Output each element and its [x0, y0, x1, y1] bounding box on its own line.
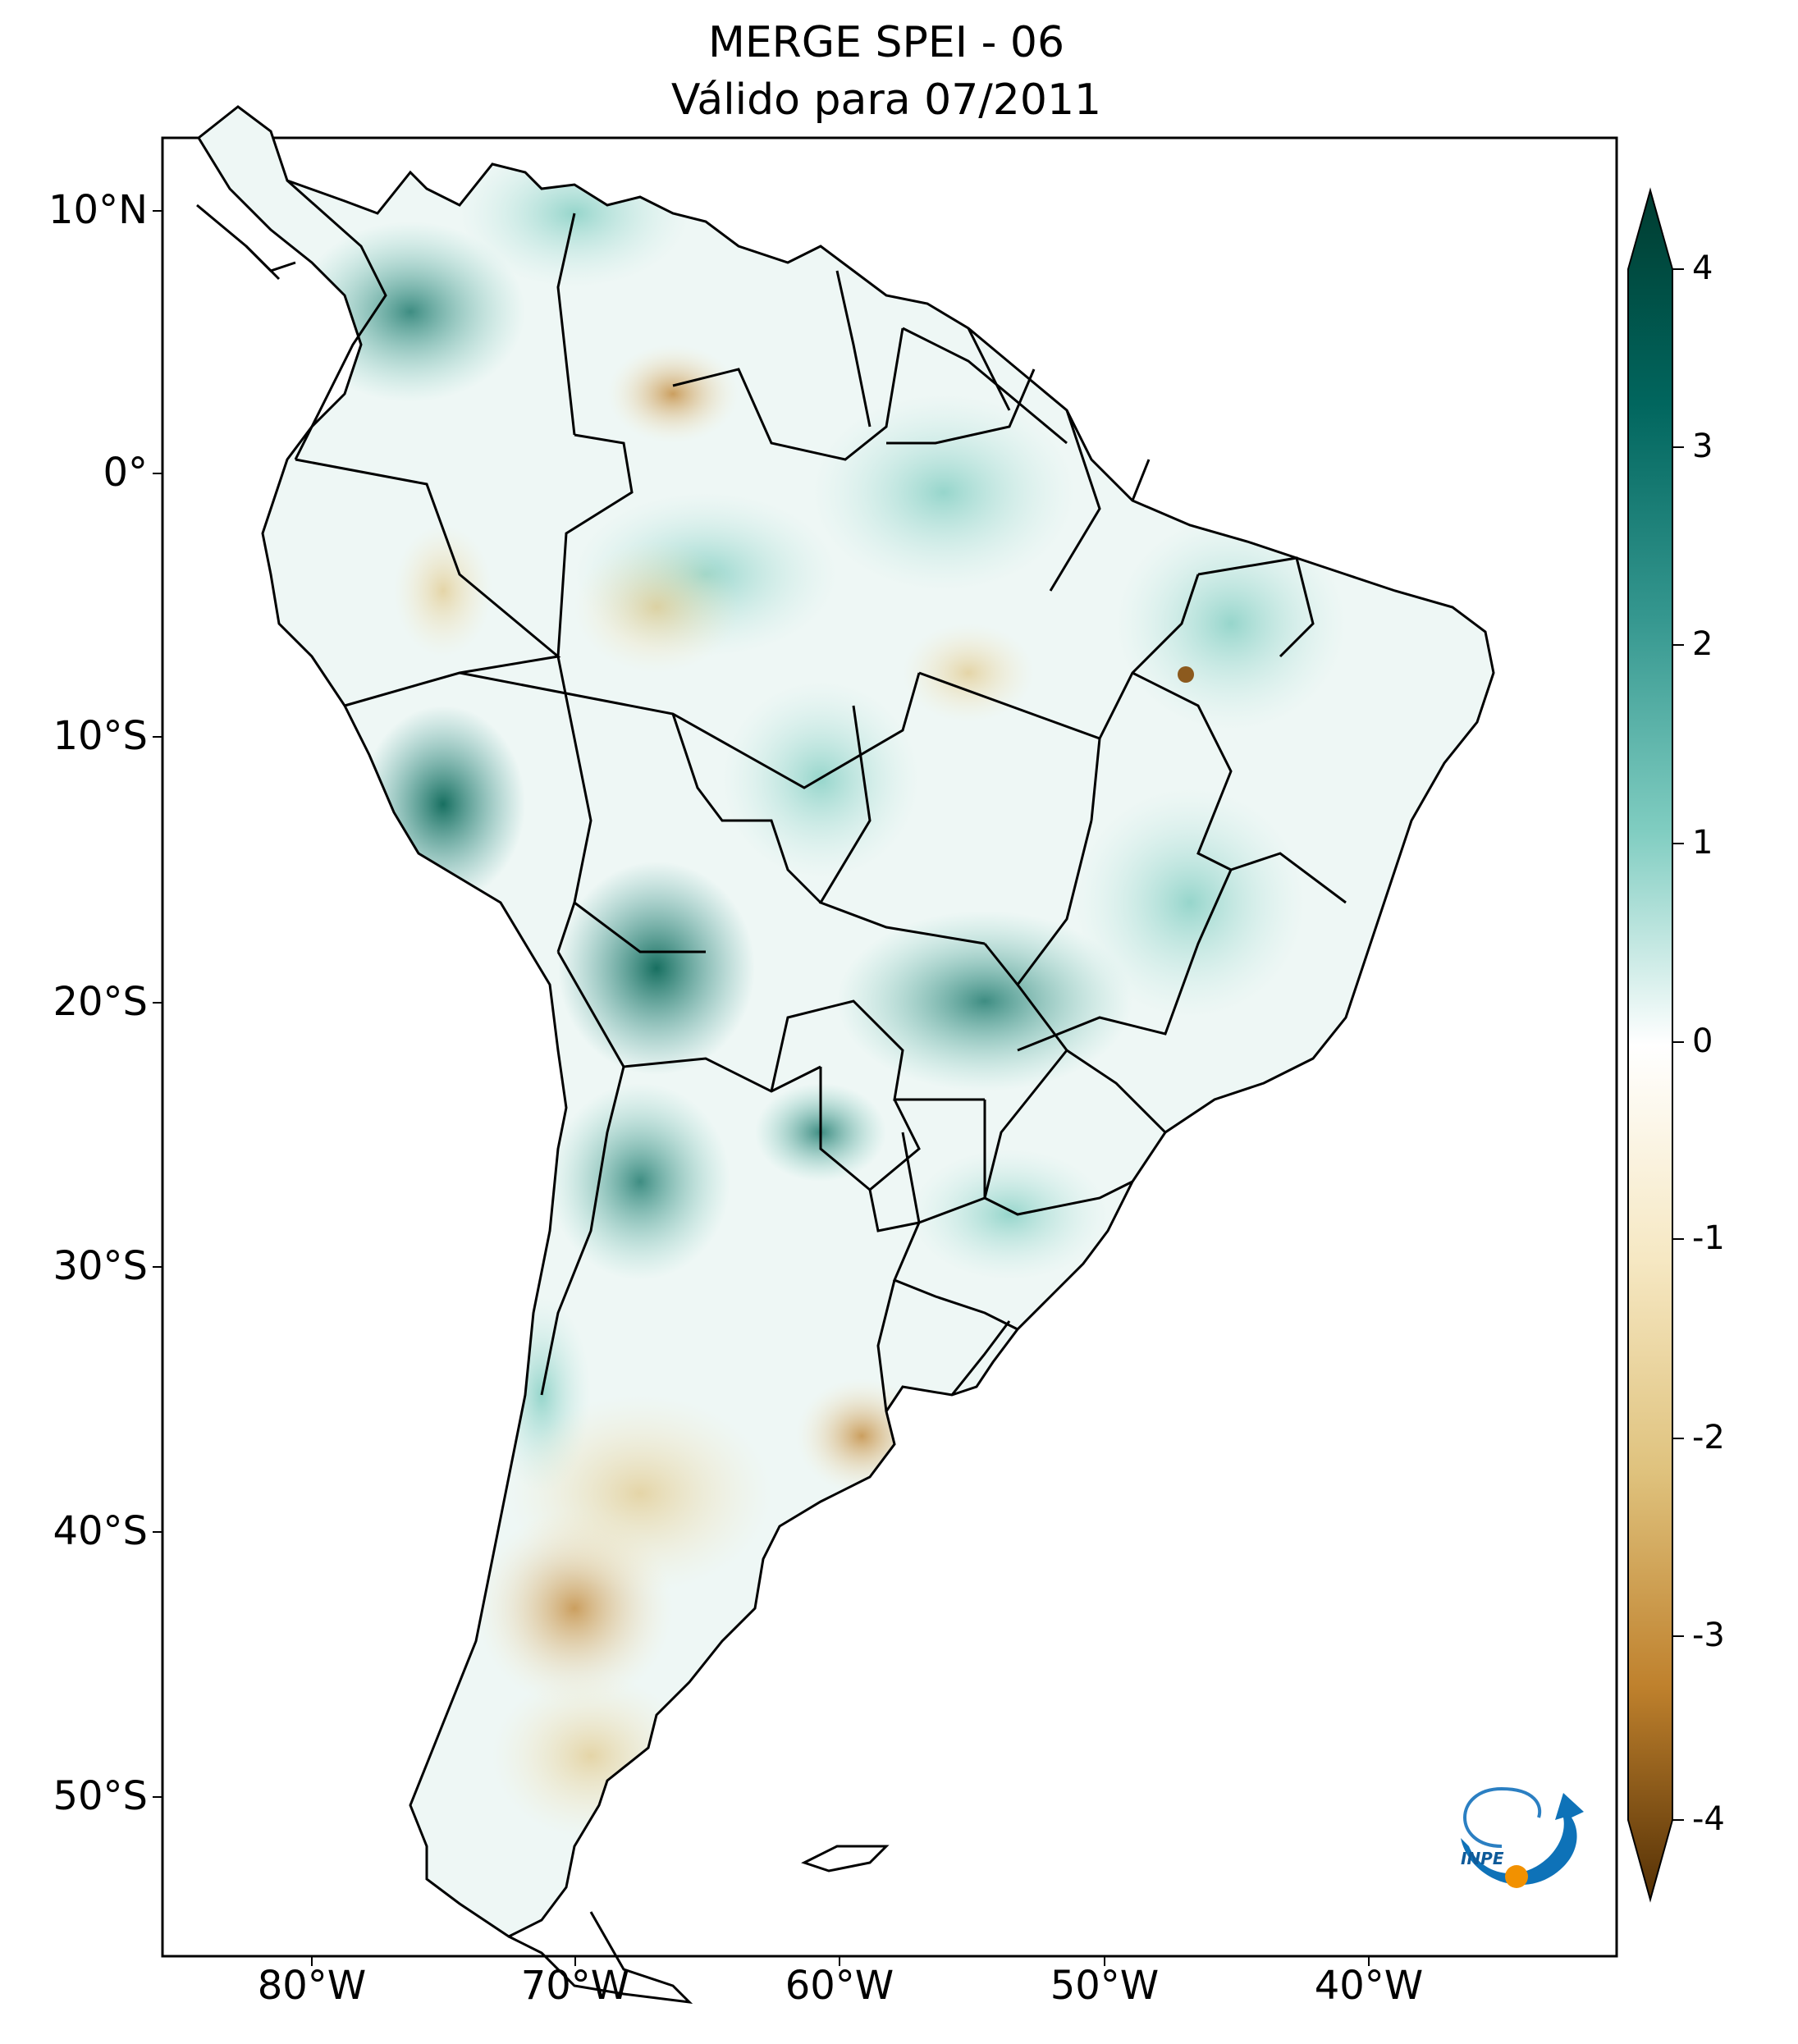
lat-label-50s: 50°S [53, 1773, 148, 1819]
logo-text: INPE [1461, 1849, 1504, 1868]
colorbar-tick-label: -4 [1692, 1800, 1725, 1838]
colorbar-tick-label: 2 [1692, 625, 1713, 663]
spei-field [199, 107, 1494, 1937]
lon-label-80w: 80°W [257, 1963, 367, 2009]
lat-label-10n: 10°N [48, 187, 148, 233]
lat-label-10s: 10°S [53, 713, 148, 759]
lat-label-0: 0° [103, 450, 148, 496]
colorbar [1627, 187, 1684, 1903]
colorbar-tick-label: 3 [1692, 428, 1713, 465]
colorbar-tick-label: -3 [1692, 1616, 1725, 1654]
inpe-logo: INPE [1461, 1786, 1584, 1888]
colorbar-tick-label: 1 [1692, 824, 1713, 862]
colorbar-tick-label: 0 [1692, 1022, 1713, 1060]
lon-label-70w: 70°W [520, 1963, 630, 2009]
map-subtitle: Válido para 07/2011 [670, 75, 1102, 125]
axis-ticks [153, 210, 1370, 1966]
map-title: MERGE SPEI - 06 [707, 18, 1065, 67]
lat-label-20s: 20°S [53, 979, 148, 1025]
logo-sun-icon [1505, 1865, 1528, 1888]
colorbar-ticks [1672, 268, 1684, 1821]
lat-label-30s: 30°S [53, 1243, 148, 1289]
colorbar-tick-label: -2 [1692, 1419, 1725, 1456]
lon-label-40w: 40°W [1314, 1963, 1424, 2009]
colorbar-tick-label: -1 [1692, 1219, 1725, 1257]
lon-label-60w: 60°W [785, 1963, 894, 2009]
colorbar-tick-label: 4 [1692, 249, 1713, 287]
lon-label-50w: 50°W [1050, 1963, 1160, 2009]
borders [196, 105, 1495, 2005]
lat-label-40s: 40°S [53, 1508, 148, 1554]
